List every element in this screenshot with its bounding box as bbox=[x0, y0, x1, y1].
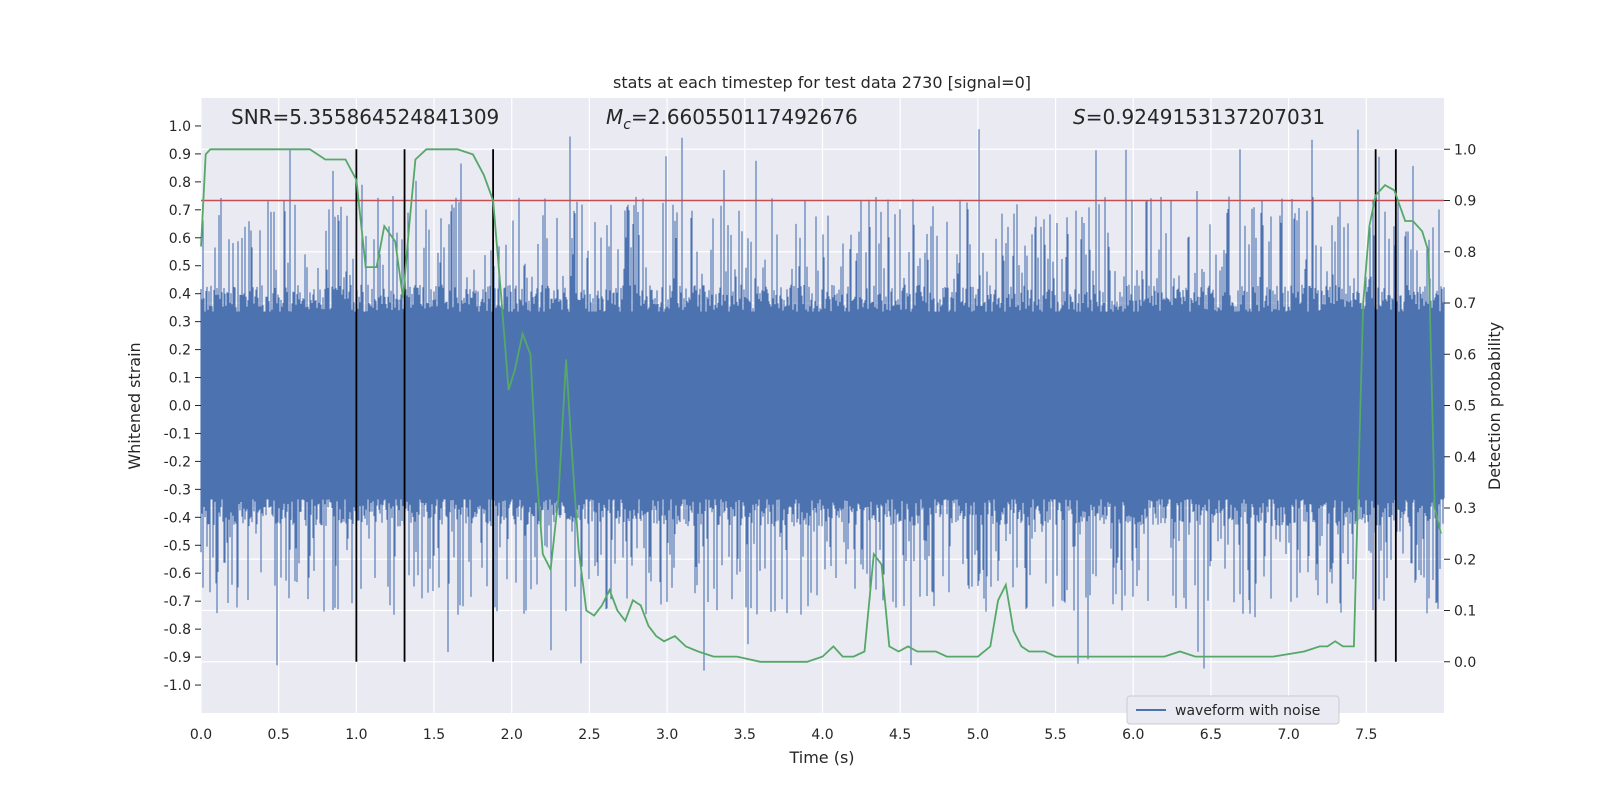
legend-entry-waveform: waveform with noise bbox=[1175, 703, 1320, 719]
y-tick-label: -0.7 bbox=[164, 594, 191, 610]
y-tick-label: 0.3 bbox=[169, 315, 191, 331]
y-tick-label: 0.0 bbox=[169, 399, 191, 415]
legend-box bbox=[1126, 695, 1340, 725]
x-tick-label: 1.5 bbox=[423, 727, 445, 743]
x-tick-label: 7.0 bbox=[1277, 727, 1299, 743]
y-tick-label: 1.0 bbox=[169, 119, 191, 135]
y2-tick-label: 0.2 bbox=[1454, 552, 1476, 568]
x-axis-ticks: 0.0 0.5 1.0 1.5 2.0 2.5 3.0 3.5 4.0 4.5 5.0 5.5 6.0 6… bbox=[190, 727, 1378, 743]
x-tick-label: 2.0 bbox=[501, 727, 523, 743]
y2-axis-ticks: 1.0 0.9 0.8 0.7 0.6 0.5 0.4 0.3 0.2 0.1 0.0 bbox=[1444, 142, 1476, 671]
x-tick-label: 2.5 bbox=[578, 727, 600, 743]
y-tick-label: 0.8 bbox=[169, 175, 191, 191]
score-value: =0.9249153137207031 bbox=[1086, 105, 1325, 129]
y-tick-label: 0.4 bbox=[169, 287, 191, 303]
x-axis-label: Time (s) bbox=[788, 748, 854, 767]
chirp-mass-symbol: M bbox=[606, 105, 623, 129]
chirp-mass-value: 2.660550117492676 bbox=[648, 105, 858, 129]
y2-tick-label: 0.6 bbox=[1454, 347, 1476, 363]
snr-annotation: SNR=5.355864524841309 bbox=[231, 105, 499, 129]
x-tick-label: 4.0 bbox=[811, 727, 833, 743]
x-tick-label: 6.5 bbox=[1200, 727, 1222, 743]
x-tick-label: 4.5 bbox=[889, 727, 911, 743]
detection-probability-line bbox=[200, 148, 1442, 663]
score-annotation: S=0.9249153137207031 bbox=[1073, 105, 1325, 129]
waveform-upper-trace bbox=[200, 129, 1445, 406]
chirp-mass-subscript: c bbox=[623, 117, 631, 133]
waveform-lower-trace bbox=[200, 405, 1445, 671]
y-tick-label: 0.5 bbox=[169, 259, 191, 275]
event-lines bbox=[355, 149, 1397, 662]
y-tick-label: -0.2 bbox=[164, 454, 191, 470]
y-tick-label: -0.5 bbox=[164, 538, 191, 554]
y-tick-label: -0.9 bbox=[164, 650, 191, 666]
x-tick-label: 7.5 bbox=[1355, 727, 1377, 743]
y-axis-ticks: 1.0 0.9 0.8 0.7 0.6 0.5 0.4 0.3 0.2 0.1 0.0 -0.1 -0.… bbox=[164, 119, 201, 694]
x-tick-label: 0.5 bbox=[268, 727, 290, 743]
y-tick-label: 0.1 bbox=[169, 371, 191, 387]
y2-tick-label: 0.9 bbox=[1454, 194, 1476, 210]
legend: waveform with noise bbox=[1126, 695, 1340, 725]
waveform-noise-series bbox=[200, 129, 1445, 671]
y2-tick-label: 0.1 bbox=[1454, 604, 1476, 620]
y-tick-label: -1.0 bbox=[164, 678, 191, 694]
y-tick-label: 0.6 bbox=[169, 231, 191, 247]
y2-tick-label: 0.4 bbox=[1454, 450, 1476, 466]
y2-axis-label: Detection probability bbox=[1485, 322, 1504, 490]
y2-tick-label: 0.0 bbox=[1454, 655, 1476, 671]
y-tick-label: -0.8 bbox=[164, 622, 191, 638]
y-tick-label: 0.2 bbox=[169, 343, 191, 359]
y-tick-label: -0.1 bbox=[164, 426, 191, 442]
y2-tick-label: 0.5 bbox=[1454, 399, 1476, 415]
x-tick-label: 3.5 bbox=[734, 727, 756, 743]
x-tick-label: 0.0 bbox=[190, 727, 212, 743]
y-axis-label: Whitened strain bbox=[125, 342, 144, 469]
y-tick-label: 0.9 bbox=[169, 147, 191, 163]
x-tick-label: 5.5 bbox=[1044, 727, 1066, 743]
y-tick-label: 0.7 bbox=[169, 203, 191, 219]
y2-tick-label: 0.7 bbox=[1454, 296, 1476, 312]
chart-title: stats at each timestep for test data 273… bbox=[613, 73, 1031, 92]
y-tick-label: -0.3 bbox=[164, 482, 191, 498]
y-tick-label: -0.4 bbox=[164, 510, 191, 526]
x-tick-label: 5.0 bbox=[967, 727, 989, 743]
chirp-mass-annotation: Mc=2.660550117492676 bbox=[606, 105, 858, 133]
y-tick-label: -0.6 bbox=[164, 566, 191, 582]
score-symbol: S bbox=[1073, 105, 1086, 129]
y2-tick-label: 1.0 bbox=[1454, 142, 1476, 158]
x-tick-label: 3.0 bbox=[656, 727, 678, 743]
x-tick-label: 1.0 bbox=[345, 727, 367, 743]
y2-tick-label: 0.8 bbox=[1454, 245, 1476, 261]
y2-tick-label: 0.3 bbox=[1454, 501, 1476, 517]
x-tick-label: 6.0 bbox=[1122, 727, 1144, 743]
